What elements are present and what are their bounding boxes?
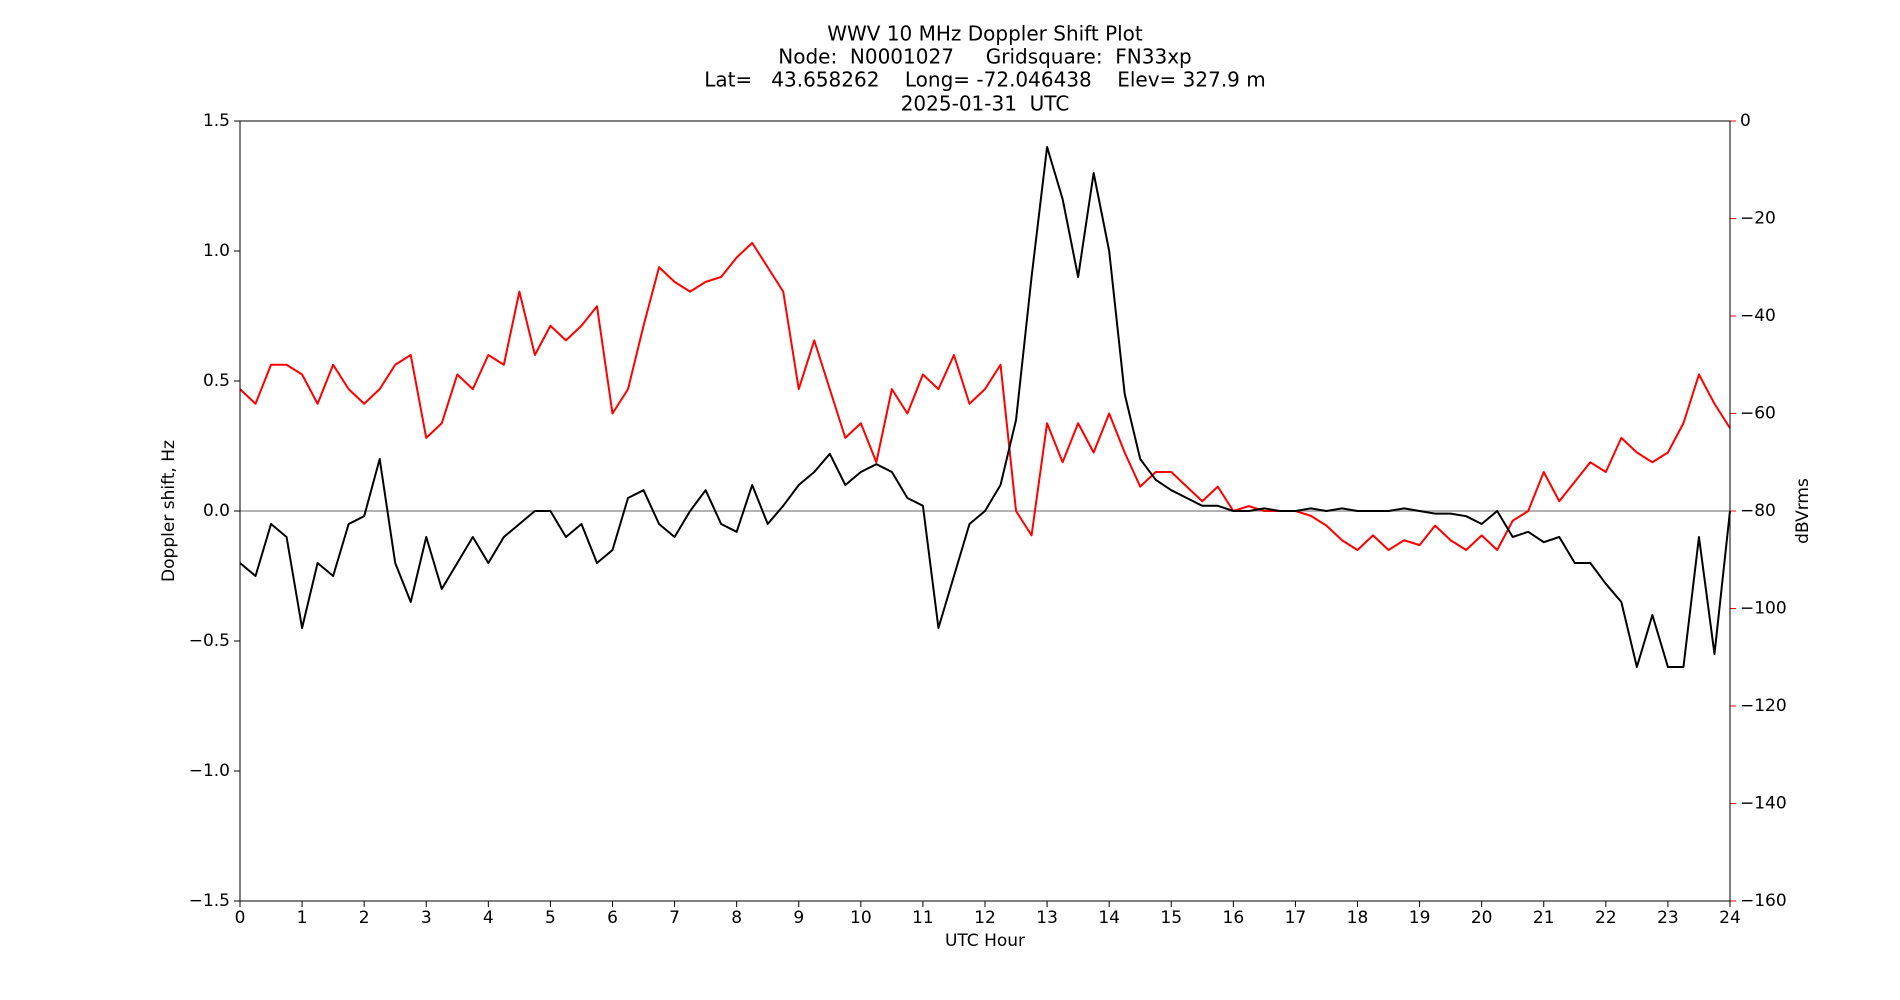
chart-title: WWV 10 MHz Doppler Shift Plot	[827, 22, 1143, 46]
x-tick-label: 11	[912, 908, 934, 928]
data-line	[239, 241, 1731, 551]
x-tick-label: 22	[1595, 908, 1617, 928]
x-tick-label: 6	[607, 908, 618, 928]
x-axis-label: UTC Hour	[945, 931, 1025, 951]
y-axis-label: Doppler shift, Hz	[159, 440, 179, 582]
y-tick-label: −0.5	[189, 631, 230, 651]
x-tick-label: 19	[1409, 908, 1431, 928]
y2-tick-label: −140	[1740, 794, 1787, 814]
y-tick-label: −1.0	[189, 761, 230, 781]
y2-tick-label: −40	[1740, 306, 1776, 326]
x-tick-label: 15	[1160, 908, 1182, 928]
y-tick-label: 1.0	[203, 241, 230, 261]
x-tick-label: 10	[850, 908, 872, 928]
data-line	[239, 146, 1731, 668]
chart-subtitle: 2025-01-31 UTC	[901, 92, 1070, 116]
x-tick-label: 5	[545, 908, 556, 928]
x-tick-label: 9	[793, 908, 804, 928]
x-tick-label: 16	[1223, 908, 1245, 928]
x-tick-label: 2	[359, 908, 370, 928]
x-tick-label: 7	[669, 908, 680, 928]
y2-tick-label: −160	[1740, 891, 1787, 911]
x-tick-label: 1	[297, 908, 308, 928]
chart-subtitle: Lat= 43.658262 Long= -72.046438 Elev= 32…	[704, 68, 1266, 92]
plot-frame	[239, 120, 1731, 902]
x-tick-label: 24	[1719, 908, 1741, 928]
x-tick-label: 4	[483, 908, 494, 928]
x-tick-label: 8	[731, 908, 742, 928]
x-tick-label: 17	[1285, 908, 1307, 928]
y-tick-label: 1.5	[203, 111, 230, 131]
y2-tick-label: −20	[1740, 209, 1776, 229]
y-tick-label: 0.0	[203, 501, 230, 521]
y-tick-label: 0.5	[203, 371, 230, 391]
x-tick-label: 18	[1347, 908, 1369, 928]
x-tick-label: 12	[974, 908, 996, 928]
y2-tick-label: −60	[1740, 404, 1776, 424]
y2-tick-label: 0	[1740, 111, 1751, 131]
x-tick-label: 3	[421, 908, 432, 928]
y2-axis-label: dBVrms	[1793, 478, 1813, 544]
y2-tick-label: −80	[1740, 501, 1776, 521]
y-tick-label: −1.5	[189, 891, 230, 911]
x-tick-label: 23	[1657, 908, 1679, 928]
chart-subtitle: Node: N0001027 Gridsquare: FN33xp	[778, 45, 1191, 69]
y2-tick-label: −120	[1740, 696, 1787, 716]
x-tick-label: 21	[1533, 908, 1555, 928]
y2-tick-label: −100	[1740, 599, 1787, 619]
x-tick-label: 0	[235, 908, 246, 928]
x-tick-label: 20	[1471, 908, 1493, 928]
x-tick-label: 14	[1098, 908, 1120, 928]
x-tick-label: 13	[1036, 908, 1058, 928]
